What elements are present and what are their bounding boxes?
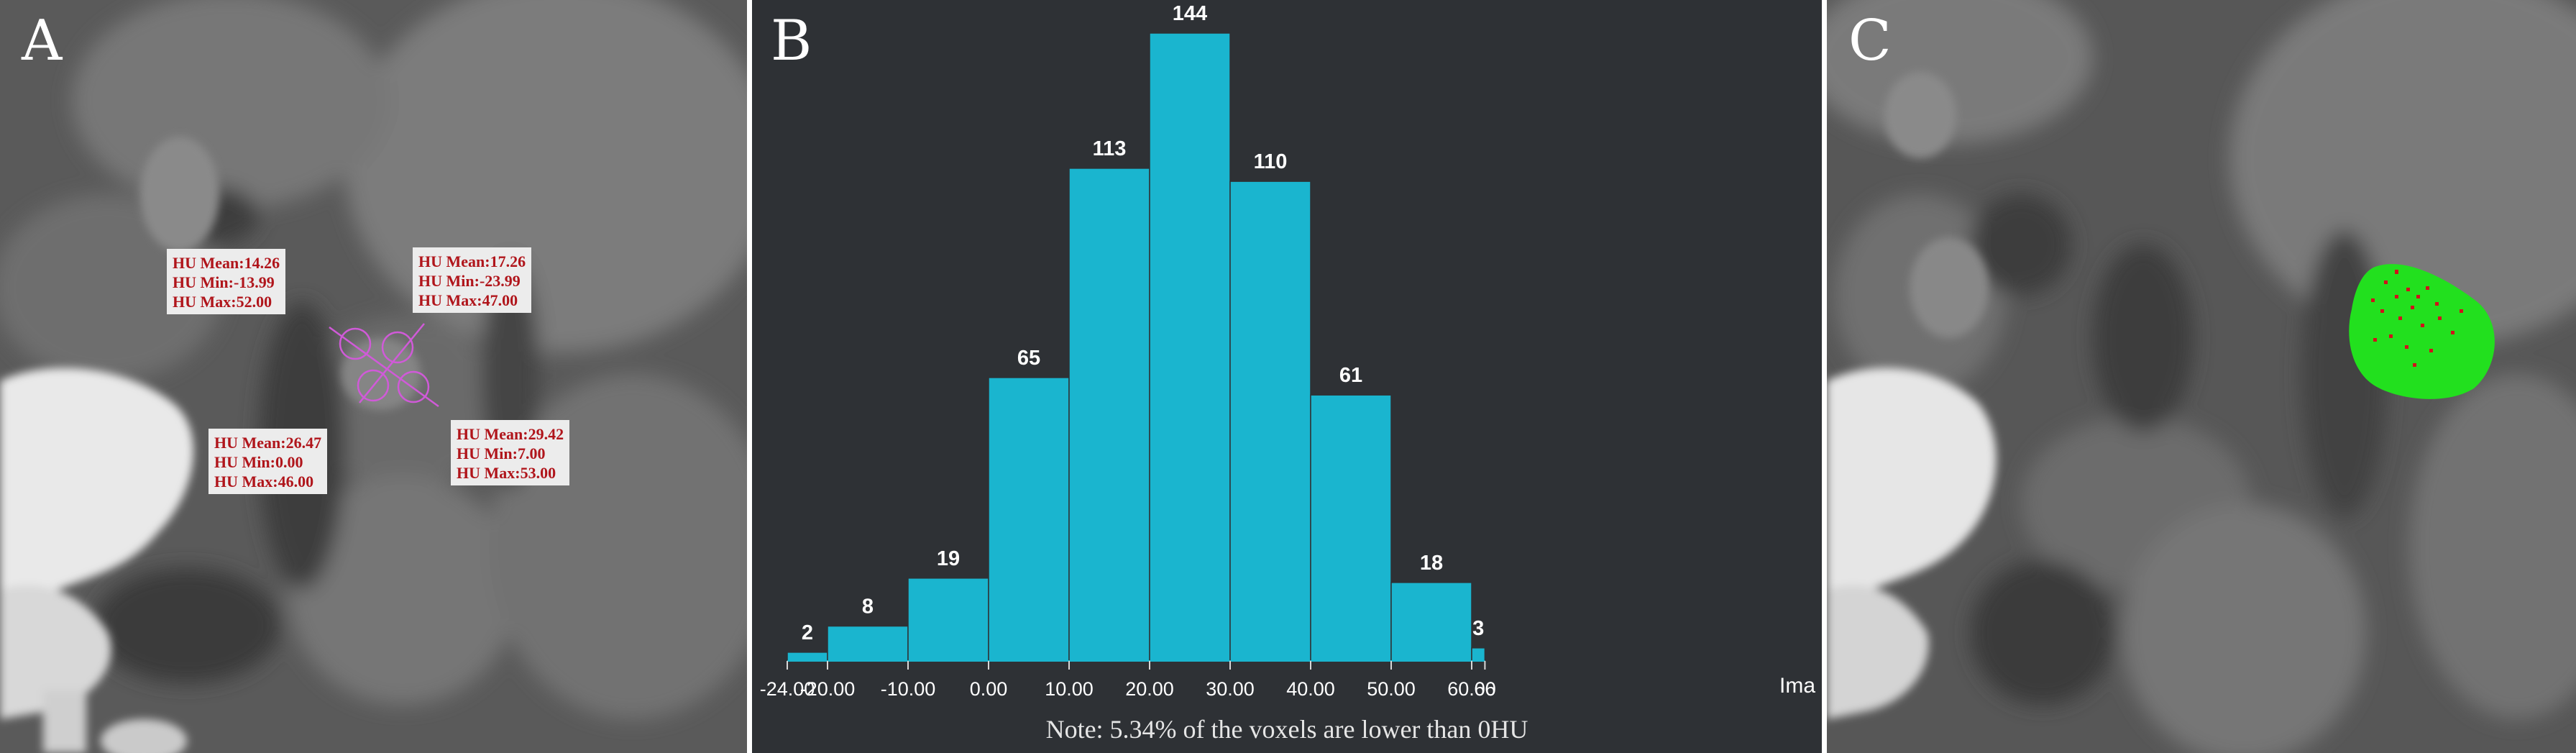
negative-hu-voxels (2371, 270, 2463, 367)
bar-value-label-8: 18 (1420, 552, 1443, 575)
panel-c-segmentation: C (1827, 0, 2576, 753)
panel-a-ct-image: A HU Mean:14.26 HU Min:-13.99 HU Max:52.… (0, 0, 747, 753)
histogram-bar-7 (1310, 394, 1392, 662)
x-tick-label-6: 30.00 (1206, 678, 1255, 700)
histogram-bar-6 (1229, 181, 1311, 662)
roi-measurement-label-3: HU Mean:26.47 HU Min:0.00 HU Max:46.00 (208, 429, 328, 494)
roi-segmentation-mask (2349, 264, 2495, 399)
hu-mean: HU Mean:14.26 (173, 254, 280, 272)
hu-mean: HU Mean:26.47 (214, 434, 322, 452)
histogram-bar-0 (787, 652, 828, 662)
roi-circle-3[interactable] (357, 369, 390, 402)
histogram-note: Note: 5.34% of the voxels are lower than… (1045, 715, 1528, 744)
roi-guide-line-1 (329, 326, 439, 408)
panel-label-c: C (1848, 9, 1892, 73)
roi-guide-line-2 (359, 323, 425, 403)
ct-scan-image-a (0, 0, 747, 753)
bar-value-label-3: 65 (1017, 347, 1040, 370)
histogram-bar-2 (907, 578, 989, 662)
hu-max: HU Max:52.00 (173, 293, 272, 311)
histogram-bar-8 (1390, 582, 1472, 662)
hu-max: HU Max:47.00 (418, 291, 518, 309)
x-tick-label-10: 66 (1474, 678, 1495, 700)
x-tick-label-0: -24.00 (760, 678, 815, 700)
x-tick-label-9: 60.00 (1447, 678, 1496, 700)
x-tick-label-8: 50.00 (1367, 678, 1416, 700)
bar-value-label-5: 144 (1173, 2, 1207, 25)
x-tick-label-3: 0.00 (970, 678, 1008, 700)
bar-value-label-1: 8 (862, 595, 874, 619)
bar-value-label-0: 2 (802, 621, 813, 644)
hu-max: HU Max:53.00 (457, 464, 556, 482)
roi-circle-1[interactable] (339, 327, 372, 360)
x-tick-label-7: 40.00 (1286, 678, 1335, 700)
x-tick-label-2: -10.00 (881, 678, 936, 700)
hu-mean: HU Mean:29.42 (457, 425, 564, 443)
bar-value-label-9: 3 (1472, 617, 1484, 640)
hu-min: HU Min:0.00 (214, 453, 303, 471)
hu-min: HU Min:-13.99 (173, 273, 275, 291)
x-tick-label-1: -20.00 (800, 678, 856, 700)
histogram-bar-5 (1149, 32, 1231, 662)
panel-label-a: A (22, 9, 63, 73)
histogram-bar-1 (827, 625, 909, 662)
bar-value-label-2: 19 (937, 547, 960, 570)
roi-measurement-label-1: HU Mean:14.26 HU Min:-13.99 HU Max:52.00 (167, 249, 286, 314)
bar-value-label-7: 61 (1339, 364, 1362, 387)
panel-label-b: B (771, 9, 812, 73)
roi-measurement-label-4: HU Mean:29.42 HU Min:7.00 HU Max:53.00 (451, 420, 570, 485)
hu-min: HU Min:-23.99 (418, 272, 521, 290)
axis-cut-label: Ima (1779, 674, 1815, 698)
roi-circle-4[interactable] (397, 370, 430, 403)
histogram-bar-4 (1068, 168, 1150, 662)
histogram-bar-9 (1471, 647, 1486, 662)
x-tick-label-4: 10.00 (1045, 678, 1094, 700)
ct-scan-image-c (1827, 0, 2576, 753)
hu-mean: HU Mean:17.26 (418, 252, 526, 270)
x-tick-label-5: 20.00 (1125, 678, 1174, 700)
histogram-bar-3 (988, 377, 1070, 662)
roi-circle-2[interactable] (381, 331, 414, 364)
hu-max: HU Max:46.00 (214, 473, 314, 490)
roi-markers (329, 323, 439, 408)
panel-b-histogram: 2 8 19 65 113 144 110 61 18 3 -24.00 -20.00 -10.00 0… (752, 0, 1822, 753)
hu-min: HU Min:7.00 (457, 444, 546, 462)
roi-measurement-label-2: HU Mean:17.26 HU Min:-23.99 HU Max:47.00 (413, 247, 532, 313)
bar-value-label-4: 113 (1093, 137, 1127, 160)
histogram-chart: 2 8 19 65 113 144 110 61 18 3 -24.00-20.00 -10.00 0… (760, 2, 1816, 700)
bar-value-label-6: 110 (1254, 150, 1288, 173)
